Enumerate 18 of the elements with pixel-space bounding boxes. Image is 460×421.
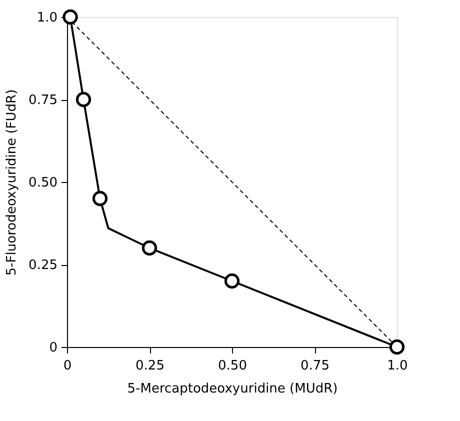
x-tick-label: 0.75 [300,358,330,374]
x-tick-label: 1.0 [387,358,408,374]
y-axis-title: 5-Fluorodeoxyuridine (FUdR) [4,89,20,276]
point [76,92,92,108]
y-tick-label: 0 [49,340,58,356]
y-tick-label: 0.25 [28,258,58,273]
point [224,273,240,289]
x-tick-label: 0.50 [218,358,247,374]
x-tick-label: 0 [63,358,72,374]
x-tick-label: 0.25 [136,358,164,374]
point [62,9,78,25]
x-axis-title: 5-Mercaptodeoxyuridine (MUdR) [127,382,338,396]
point [142,240,158,256]
y-tick-label: 0.50 [28,176,58,190]
point [389,339,405,355]
y-tick-label: 1.0 [36,10,58,26]
y-tick-label: 0.75 [28,93,58,108]
point [92,190,108,206]
